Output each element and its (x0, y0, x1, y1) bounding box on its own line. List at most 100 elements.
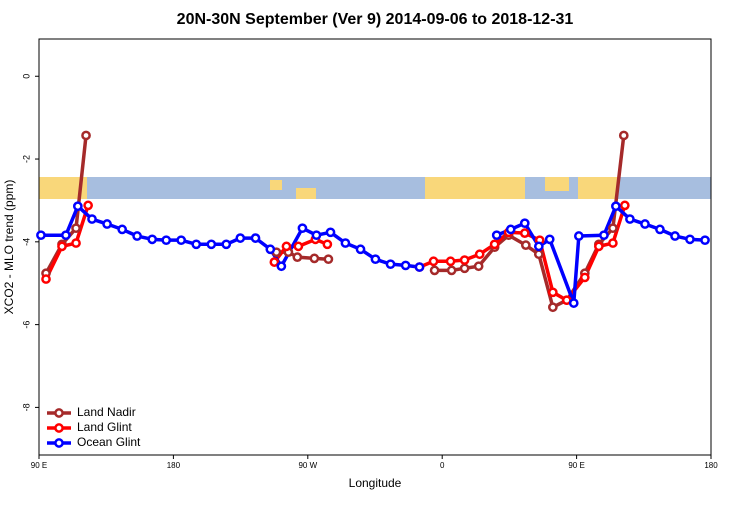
data-point (176, 235, 187, 246)
data-point (235, 233, 246, 243)
data-point (533, 249, 544, 260)
data-point (548, 287, 558, 298)
data-point (221, 239, 232, 250)
data-point (544, 234, 555, 245)
x-tick-label: 90 E (568, 461, 584, 470)
data-point (618, 130, 629, 141)
y-tick-label: -4 (21, 238, 31, 246)
legend-marker (54, 408, 64, 418)
y-tick-label: 0 (21, 74, 31, 79)
data-point (41, 274, 51, 284)
data-point (322, 239, 333, 250)
y-tick-label: -6 (21, 321, 31, 329)
data-point (265, 244, 276, 255)
data-point (340, 238, 351, 248)
data-point (625, 214, 635, 224)
data-point (81, 130, 91, 141)
data-point (323, 254, 334, 265)
data-point (505, 224, 516, 235)
data-point (325, 227, 336, 238)
data-point (594, 241, 604, 252)
data-point (311, 230, 322, 241)
data-point (147, 234, 158, 245)
data-point (685, 234, 695, 245)
data-point (309, 253, 320, 264)
data-point (269, 257, 280, 267)
data-point (293, 241, 304, 252)
data-point (619, 200, 630, 211)
legend-label: Land Nadir (77, 405, 136, 419)
map-strip (39, 177, 711, 199)
data-point (608, 223, 618, 234)
data-point (459, 255, 470, 265)
data-point (292, 252, 303, 262)
data-point (446, 265, 457, 276)
data-point (473, 261, 484, 272)
data-point (611, 201, 621, 212)
data-point (355, 244, 366, 255)
data-point (519, 218, 530, 229)
data-point (414, 262, 425, 272)
legend-label: Land Glint (77, 420, 132, 434)
data-point (57, 241, 67, 252)
y-axis-label: XCO2 - MLO trend (ppm) (2, 180, 16, 315)
data-point (71, 238, 81, 248)
data-point (491, 230, 502, 241)
data-point (533, 241, 544, 252)
legend-label: Ocean Glint (77, 435, 141, 449)
data-point (573, 231, 584, 241)
data-point (385, 259, 396, 270)
data-point (520, 240, 531, 250)
data-point (608, 238, 618, 248)
data-point (61, 230, 71, 241)
data-point (83, 200, 93, 211)
plot-frame (38, 38, 712, 456)
data-point (297, 223, 308, 234)
data-point (429, 265, 440, 276)
x-axis-label: Longitude (349, 476, 402, 490)
data-point (599, 230, 609, 241)
data-point (445, 256, 456, 267)
data-point (655, 224, 665, 235)
data-point (640, 219, 650, 229)
data-point (428, 256, 439, 267)
data-point (459, 263, 470, 274)
x-tick-label: 180 (704, 461, 718, 470)
data-point (71, 223, 81, 234)
x-tick-label: 90 E (31, 461, 47, 470)
data-point (700, 235, 710, 246)
series-line (44, 135, 626, 309)
data-point (161, 235, 172, 246)
data-point (87, 214, 97, 224)
x-tick-label: 180 (167, 461, 181, 470)
data-point (489, 239, 500, 250)
data-point (568, 298, 579, 308)
data-point (370, 254, 381, 265)
y-tick-label: -2 (21, 155, 31, 163)
data-point (132, 231, 142, 241)
data-point (548, 302, 558, 313)
data-point (400, 260, 411, 271)
data-point (36, 230, 46, 241)
series-line (40, 204, 706, 305)
x-tick-label: 90 W (298, 461, 317, 470)
data-point (72, 201, 83, 212)
chart-title: 20N-30N September (Ver 9) 2014-09-06 to … (177, 11, 574, 28)
data-point (579, 272, 590, 283)
data-point (474, 249, 485, 260)
data-point (206, 239, 217, 250)
x-tick-label: 0 (440, 461, 445, 470)
data-point (117, 224, 128, 235)
y-tick-label: -8 (21, 403, 31, 411)
legend-marker (54, 438, 64, 448)
data-point (250, 233, 261, 243)
data-point (281, 241, 292, 252)
data-point (102, 219, 112, 229)
legend-marker (54, 423, 64, 433)
data-point (276, 261, 287, 272)
data-point (670, 231, 680, 241)
data-point (191, 239, 202, 250)
data-point (519, 228, 530, 238)
